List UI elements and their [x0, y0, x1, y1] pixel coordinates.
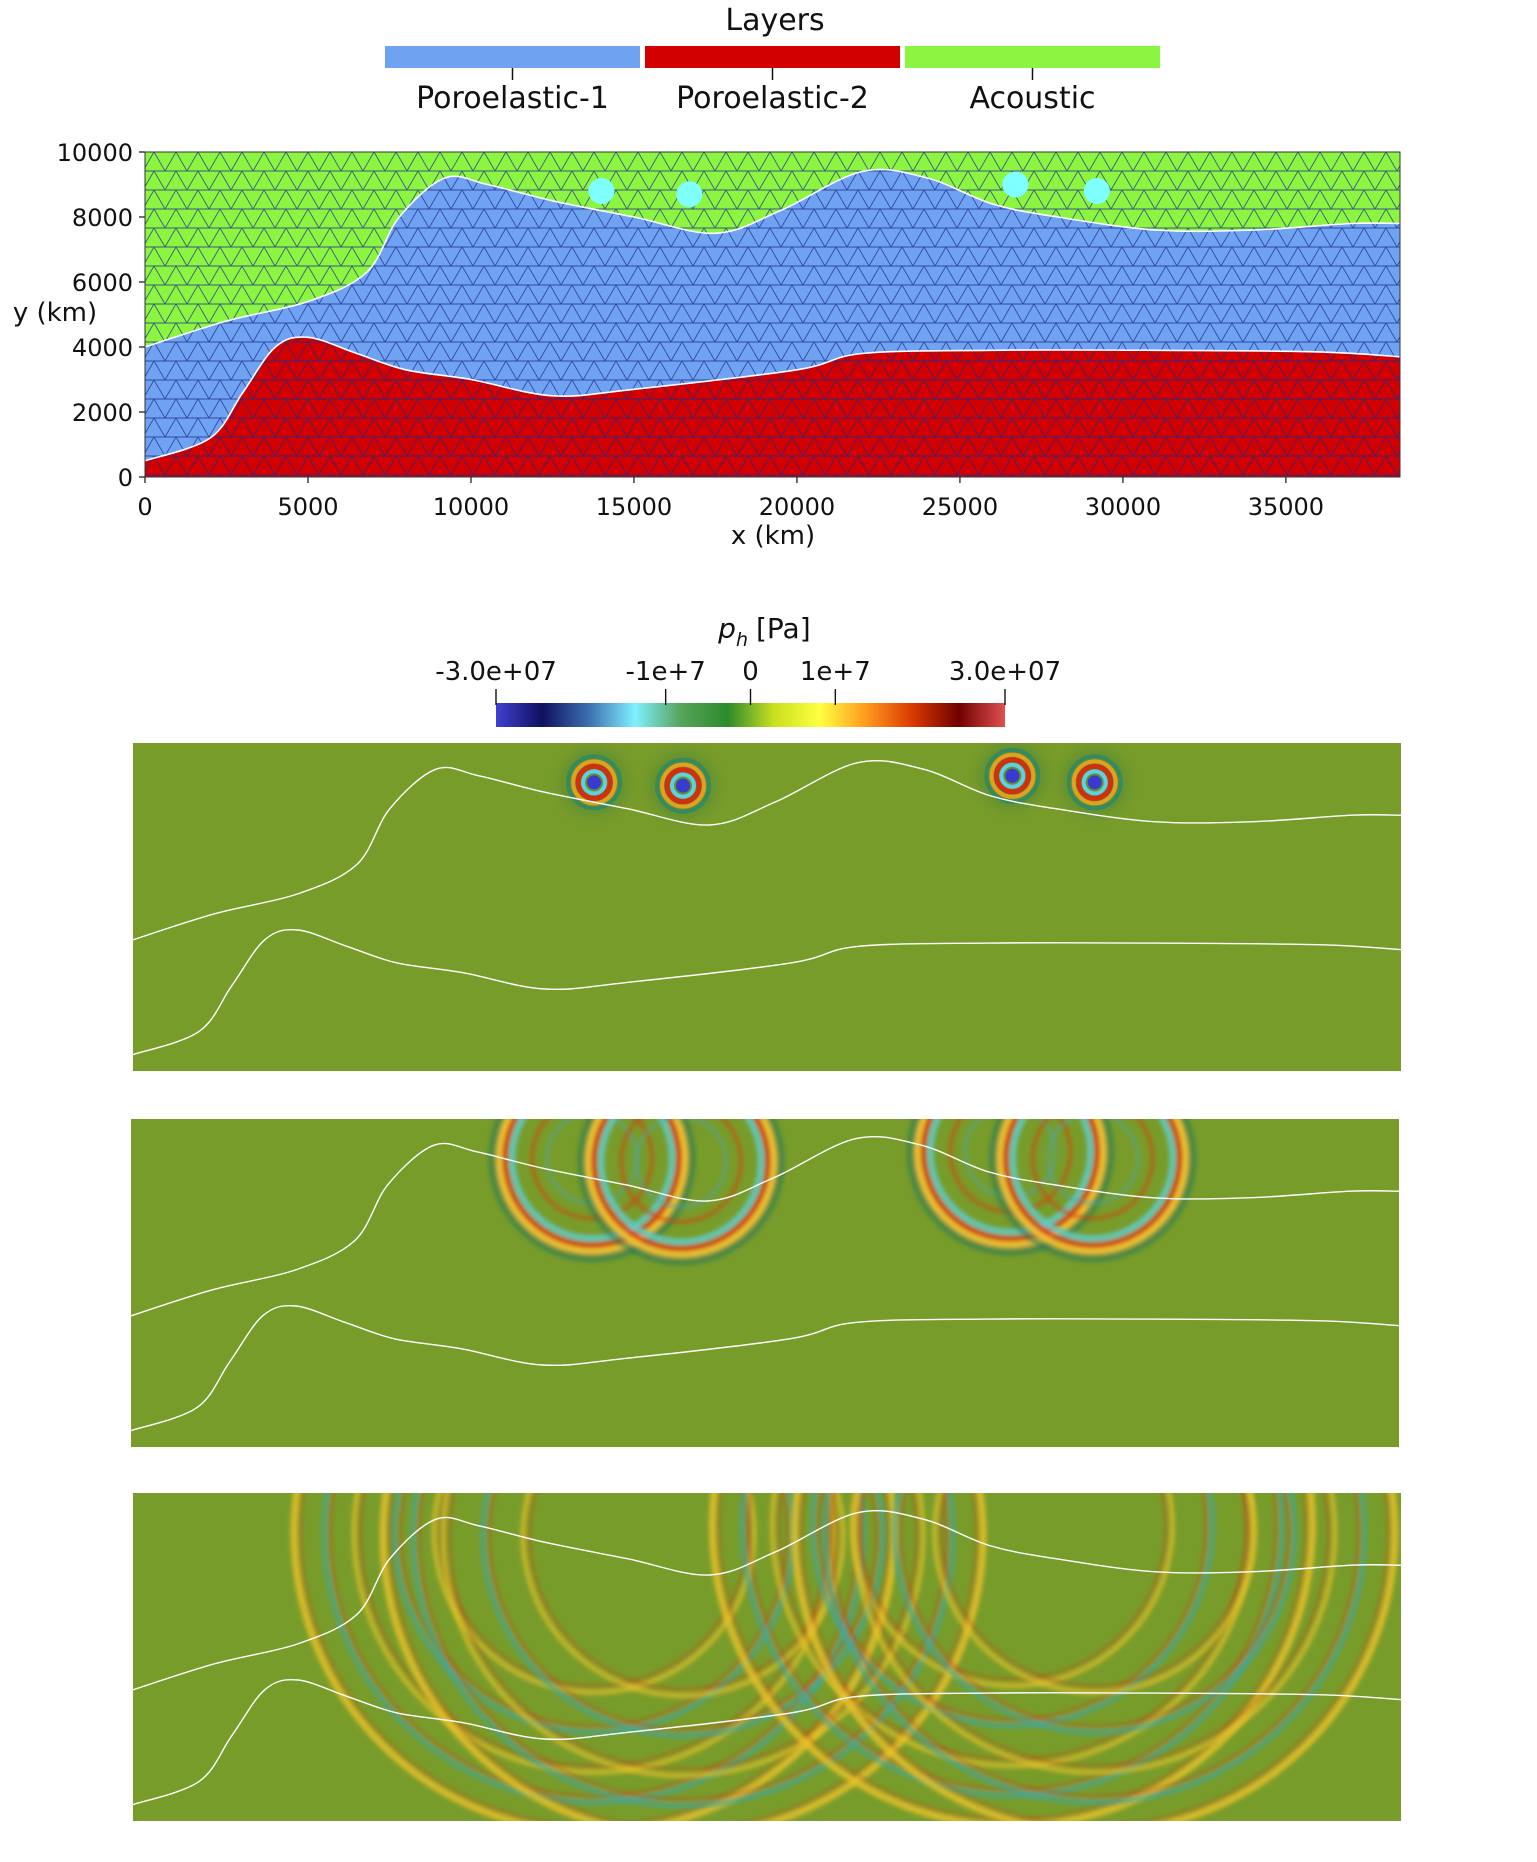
x-axis-ticks: 0 5000 10000 15000 20000 25000 30000 35000	[137, 477, 1324, 521]
interface-top	[145, 168, 1400, 348]
x-tick-label-2: 10000	[433, 493, 509, 521]
snapshot-2-wave-2	[577, 1119, 785, 1266]
snapshot-2-wave-3	[906, 1119, 1115, 1256]
colorbar-tick-label-1: -1e+7	[626, 657, 706, 687]
y-axis-label: y (km)	[13, 298, 97, 328]
snapshot-1-interface-top	[133, 759, 1401, 941]
snapshot-1-source-2	[649, 751, 718, 820]
colorbar-bar	[496, 703, 1005, 727]
x-tick-label-3: 15000	[596, 493, 672, 521]
colorbar-label-main: p	[717, 612, 736, 645]
legend-label-3: Acoustic	[969, 81, 1095, 116]
snapshot-1-sources	[560, 743, 1129, 820]
snapshot-1-waves	[133, 743, 1401, 1056]
y-tick-label-1: 2000	[72, 399, 133, 427]
x-tick-label-5: 25000	[922, 493, 998, 521]
snapshot-1-interface-bottom	[133, 929, 1401, 1056]
colorbar-tick-label-4: 3.0e+07	[949, 657, 1061, 687]
colorbar-tick-label-3: 1e+7	[800, 657, 871, 687]
snapshot-1-background	[133, 743, 1401, 1071]
colorbar-label-unit: [Pa]	[756, 612, 811, 645]
snapshot-1-source-4	[1060, 748, 1129, 817]
source-marker-3	[1002, 171, 1029, 198]
x-tick-label-1: 5000	[277, 493, 338, 521]
colorbar-label-sub: h	[736, 629, 748, 651]
snapshot-3-interface-top	[133, 1509, 1401, 1691]
x-tick-label-4: 20000	[759, 493, 835, 521]
y-tick-label-5: 10000	[57, 139, 133, 167]
y-tick-label-0: 0	[118, 464, 133, 492]
snapshot-3-wave-4	[791, 1493, 1399, 1821]
legend-label-2: Poroelastic-2	[676, 81, 869, 116]
snapshot-2	[131, 1119, 1399, 1447]
snapshot-2-interface-top	[131, 1135, 1399, 1317]
x-axis-label: x (km)	[731, 521, 815, 551]
snapshot-2-waves	[131, 1119, 1399, 1432]
snapshot-3-interface-bottom	[133, 1679, 1401, 1806]
source-marker-1	[588, 178, 615, 204]
legend-swatch-3	[905, 46, 1160, 68]
layers-legend-title: Layers	[725, 3, 824, 38]
snapshot-3-waves	[133, 1493, 1401, 1821]
snapshot-2-interface-bottom	[131, 1305, 1399, 1432]
layers-legend-items: Poroelastic-1 Poroelastic-2 Acoustic	[385, 46, 1160, 116]
mesh-plot-area	[145, 152, 1400, 477]
legend-swatch-1	[385, 46, 640, 68]
y-tick-label-3: 6000	[72, 269, 133, 297]
x-tick-label-6: 30000	[1085, 493, 1161, 521]
snapshot-2-wavefronts	[488, 1119, 1197, 1266]
snapshot-3	[133, 1493, 1401, 1821]
snapshot-2-wave-4	[988, 1119, 1197, 1263]
layers-legend: Layers Poroelastic-1 Poroelastic-2 Acousti…	[385, 3, 1160, 116]
y-tick-label-2: 4000	[72, 334, 133, 362]
snapshot-3-wavefronts	[290, 1493, 1399, 1821]
y-tick-label-4: 8000	[72, 204, 133, 232]
snapshot-1	[133, 743, 1401, 1071]
x-tick-label-0: 0	[137, 493, 152, 521]
snapshot-2-background	[131, 1119, 1399, 1447]
y-axis-ticks: 0 2000 4000 6000 8000 10000	[57, 139, 145, 492]
legend-swatch-2	[645, 46, 900, 68]
colorbar-tick-label-0: -3.0e+07	[435, 657, 557, 687]
colorbar-ticks: -3.0e+07 -1e+7 0 1e+7 3.0e+07	[435, 657, 1061, 705]
mesh-overlay	[145, 152, 1400, 477]
legend-label-1: Poroelastic-1	[416, 81, 609, 116]
colorbar-label: ph	[717, 612, 748, 651]
interface-bottom	[145, 336, 1400, 462]
snapshot-3-wave-2	[379, 1493, 987, 1821]
mesh-plot-frame	[144, 151, 1401, 478]
source-marker-4	[1083, 178, 1110, 204]
x-tick-label-7: 35000	[1248, 493, 1324, 521]
sources	[588, 171, 1110, 208]
colorbar-tick-label-2: 0	[742, 657, 759, 687]
source-marker-2	[676, 181, 703, 208]
colorbar: ph [Pa] -3.0e+07 -1e+7 0 1e+7 3.0e+07	[435, 612, 1061, 727]
snapshot-1-source-3	[978, 743, 1047, 810]
mesh-plot: 0 5000 10000 15000 20000 25000 30000 35000 0 200…	[13, 139, 1401, 551]
